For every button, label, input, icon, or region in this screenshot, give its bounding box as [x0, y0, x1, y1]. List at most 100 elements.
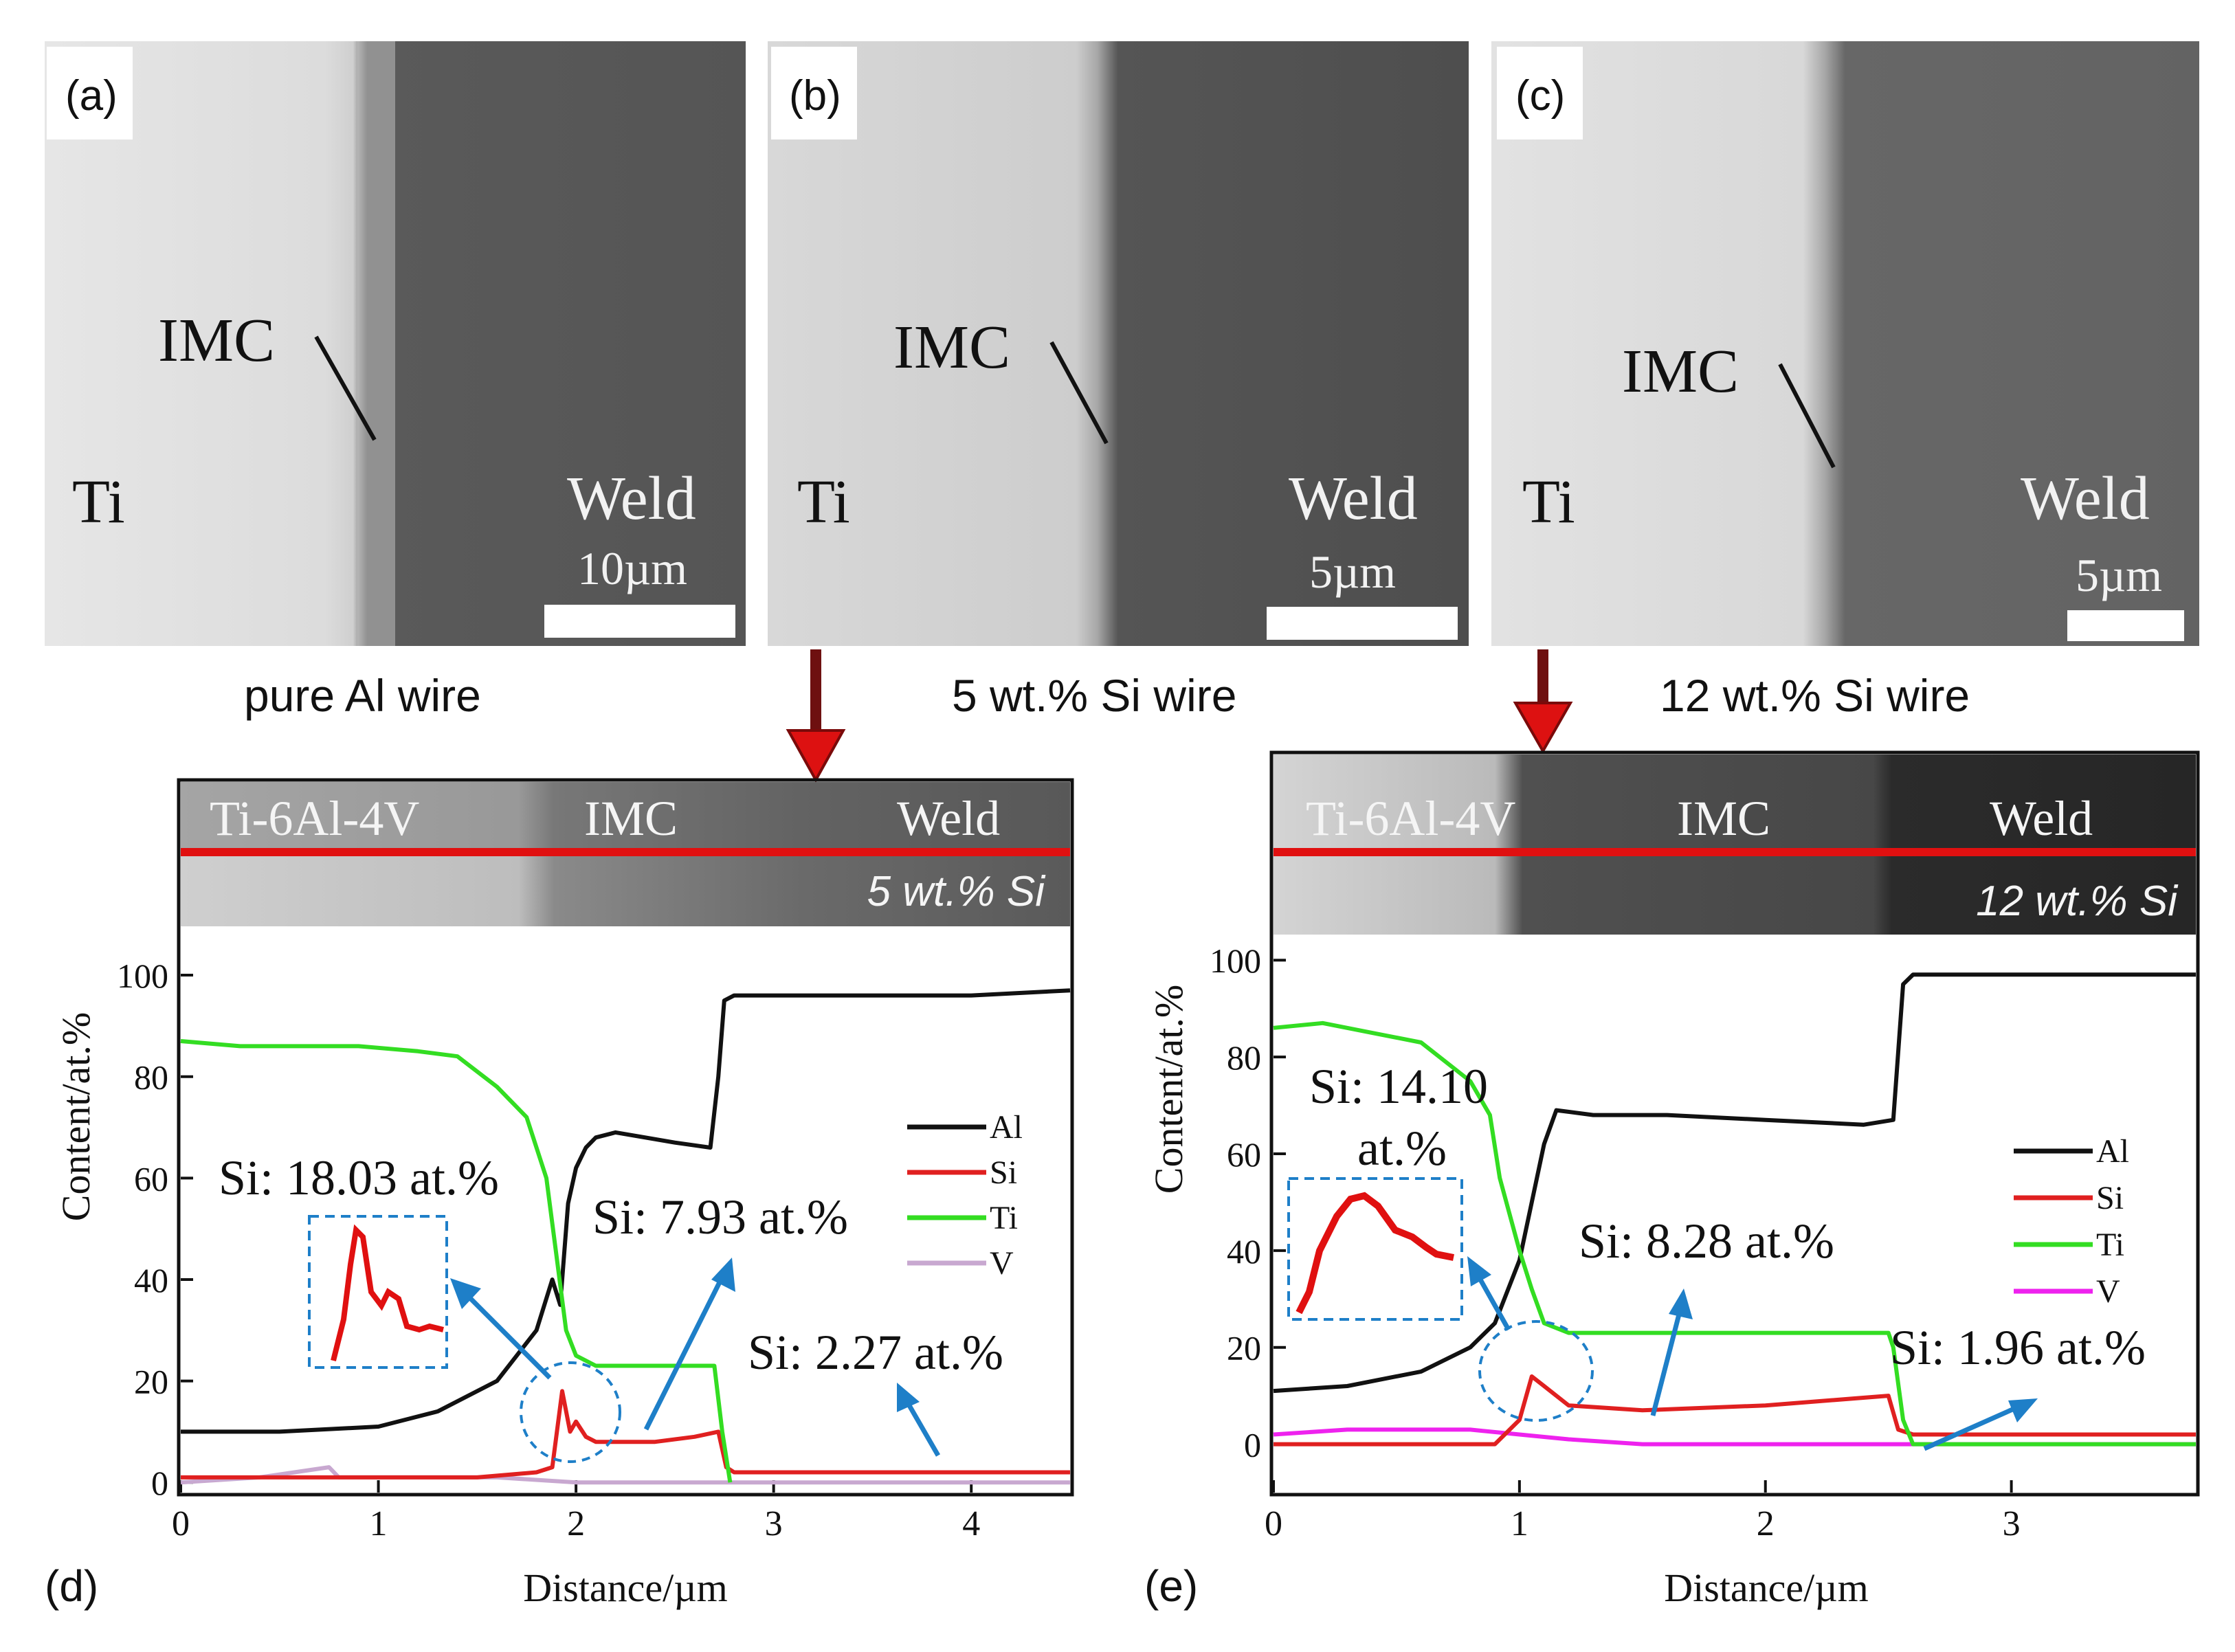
chart-e-plot: 0 1 2 3 0 20 40 60 80 100	[1210, 941, 2196, 1543]
chart-e-ytick-label: 100	[1210, 941, 1261, 980]
chart-d-zoom-circle	[520, 1361, 621, 1463]
phase-right-c: Weld	[2021, 465, 2150, 533]
panel-letter-b: (b)	[789, 72, 841, 120]
chart-d-ytick-label: 20	[134, 1363, 168, 1401]
chart-d-frame	[177, 778, 1074, 1497]
scale-bar-c	[2067, 610, 2184, 641]
chart-e-ytick-label: 40	[1227, 1232, 1261, 1271]
chart-e-zoom-circle	[1478, 1320, 1594, 1422]
chart-e-annot-1: Si: 14.10	[1309, 1059, 1488, 1114]
chart-d-strip-top	[181, 782, 1070, 854]
chart-d-arrow-imc	[643, 1277, 724, 1431]
chart-e-legend: Al Si Ti V	[2014, 1133, 2129, 1310]
chart-d-annot-1: Si: 18.03 at.%	[219, 1150, 499, 1205]
chart-d-ytick-label: 40	[134, 1261, 168, 1299]
chart-e-arrow-imc	[1650, 1308, 1683, 1416]
chart-d-series-v	[180, 1465, 1070, 1485]
chart-e-legend-label-si: Si	[2096, 1180, 2124, 1216]
chart-e-legend-label-ti: Ti	[2096, 1227, 2124, 1263]
chart-e-xtick-label: 1	[1511, 1504, 1528, 1543]
panel-letter-box-b	[771, 47, 857, 139]
chart-d: Ti-6Al-4V IMC Weld 5 wt.% Si 0 1 2 3 4020406…	[45, 778, 1074, 1611]
chart-d-xtick-label: 3	[765, 1504, 783, 1543]
chart-d-ytick-label: 60	[134, 1159, 168, 1198]
chart-e-ytick-label: 20	[1227, 1329, 1261, 1368]
interface-label-c: IMC	[1622, 337, 1739, 405]
chart-d-arrowhead-imc	[711, 1258, 735, 1292]
chart-e-ytick-label: 60	[1227, 1135, 1261, 1174]
chart-e: Ti-6Al-4V IMC Weld 12 wt.% Si 0 1 2 3 0 20 40 6…	[1144, 750, 2200, 1611]
caption-c: 12 wt.% Si wire	[1660, 670, 1970, 721]
chart-e-legend-label-al: Al	[2096, 1133, 2129, 1170]
imc-pointer-a	[314, 335, 377, 441]
chart-e-xlabel: Distance/µm	[1664, 1565, 1869, 1610]
chart-d-ytick-label: 80	[134, 1058, 168, 1097]
chart-e-annot-2: at.%	[1357, 1121, 1447, 1176]
chart-d-series-ti	[180, 1039, 733, 1483]
chart-d-arrowhead-inset	[450, 1278, 481, 1309]
red-arrow-b	[786, 649, 846, 783]
chart-e-annot-4: Si: 1.96 at.%	[1890, 1320, 2146, 1375]
red-arrow-c	[1513, 649, 1573, 755]
chart-d-ytick-label: 100	[117, 957, 168, 995]
chart-d-strip-left: Ti-6Al-4V	[210, 791, 419, 846]
chart-d-inset-si-peak	[331, 1224, 444, 1361]
chart-e-arrow-weld	[1923, 1405, 2019, 1451]
chart-e-strip-right: Weld	[1990, 791, 2093, 846]
imc-particles-a	[357, 41, 395, 646]
chart-d-legend-label-al: Al	[990, 1109, 1023, 1146]
chart-d-series-al	[181, 988, 1071, 1434]
chart-d-inset-box	[308, 1215, 448, 1369]
chart-d-annot-3: Si: 2.27 at.%	[748, 1325, 1003, 1380]
chart-d-ylabel: Content/at.%	[54, 1012, 98, 1221]
chart-e-inset-si-peak	[1296, 1192, 1454, 1315]
chart-e-series-al	[1273, 972, 2196, 1394]
chart-e-annot-3: Si: 8.28 at.%	[1579, 1214, 1834, 1269]
caption-b: 5 wt.% Si wire	[952, 670, 1236, 721]
chart-d-legend-label-si: Si	[990, 1154, 1017, 1191]
chart-d-strip-right: Weld	[897, 791, 1000, 846]
sem-panel-c: (c) IMC Ti Weld 5µm	[1491, 41, 2199, 646]
interface-label-a: IMC	[158, 306, 275, 375]
chart-d-strip-middle: IMC	[584, 791, 678, 846]
chart-d-xtick-label: 0	[172, 1504, 190, 1543]
interface-label-b: IMC	[893, 313, 1010, 381]
scale-bar-label-c: 5µm	[2076, 549, 2162, 601]
chart-d-xlabel: Distance/µm	[523, 1565, 728, 1610]
chart-e-arrowhead-weld	[2008, 1398, 2038, 1422]
chart-d-annot-2: Si: 7.93 at.%	[592, 1190, 848, 1244]
scale-bar-label-b: 5µm	[1309, 546, 1396, 598]
imc-pointer-b	[1049, 341, 1109, 445]
chart-e-xtick-label: 0	[1265, 1504, 1282, 1543]
scale-bar-b	[1267, 607, 1458, 640]
chart-e-legend-label-v: V	[2096, 1273, 2120, 1310]
chart-e-arrowhead-inset	[1467, 1256, 1491, 1286]
phase-left-c: Ti	[1522, 468, 1575, 536]
chart-d-xtick-label: 1	[370, 1504, 388, 1543]
chart-d-series-si	[181, 1389, 1070, 1480]
chart-d-arrowhead-weld	[897, 1383, 920, 1412]
chart-d-arrow-inset	[462, 1290, 552, 1380]
chart-e-strip-middle: IMC	[1677, 791, 1770, 846]
panel-letter-box-c	[1497, 47, 1583, 139]
sem-image-c	[1491, 41, 2199, 646]
sem-panel-a: (a) IMC Ti Weld 10µm	[45, 41, 746, 646]
chart-d-xtick-label: 2	[567, 1504, 585, 1543]
chart-e-series-v	[1273, 1427, 2196, 1447]
phase-right-b: Weld	[1289, 465, 1418, 533]
scale-bar-a	[544, 605, 735, 638]
panel-letter-c: (c)	[1515, 72, 1565, 120]
phase-right-a: Weld	[567, 465, 696, 533]
chart-d-strip-tag: 5 wt.% Si	[867, 868, 1047, 915]
chart-d-arrow-weld	[904, 1400, 941, 1457]
chart-e-ylabel: Content/at.%	[1146, 985, 1191, 1194]
sem-image-b	[768, 41, 1469, 646]
chart-e-inset-box	[1287, 1177, 1463, 1321]
chart-e-series-si	[1274, 1374, 2196, 1447]
chart-d-legend: Al Si Ti V	[907, 1109, 1023, 1282]
caption-a: pure Al wire	[244, 670, 481, 721]
phase-left-a: Ti	[72, 468, 125, 536]
chart-e-series-ti	[1273, 1020, 2196, 1447]
chart-d-legend-label-ti: Ti	[990, 1200, 1018, 1236]
